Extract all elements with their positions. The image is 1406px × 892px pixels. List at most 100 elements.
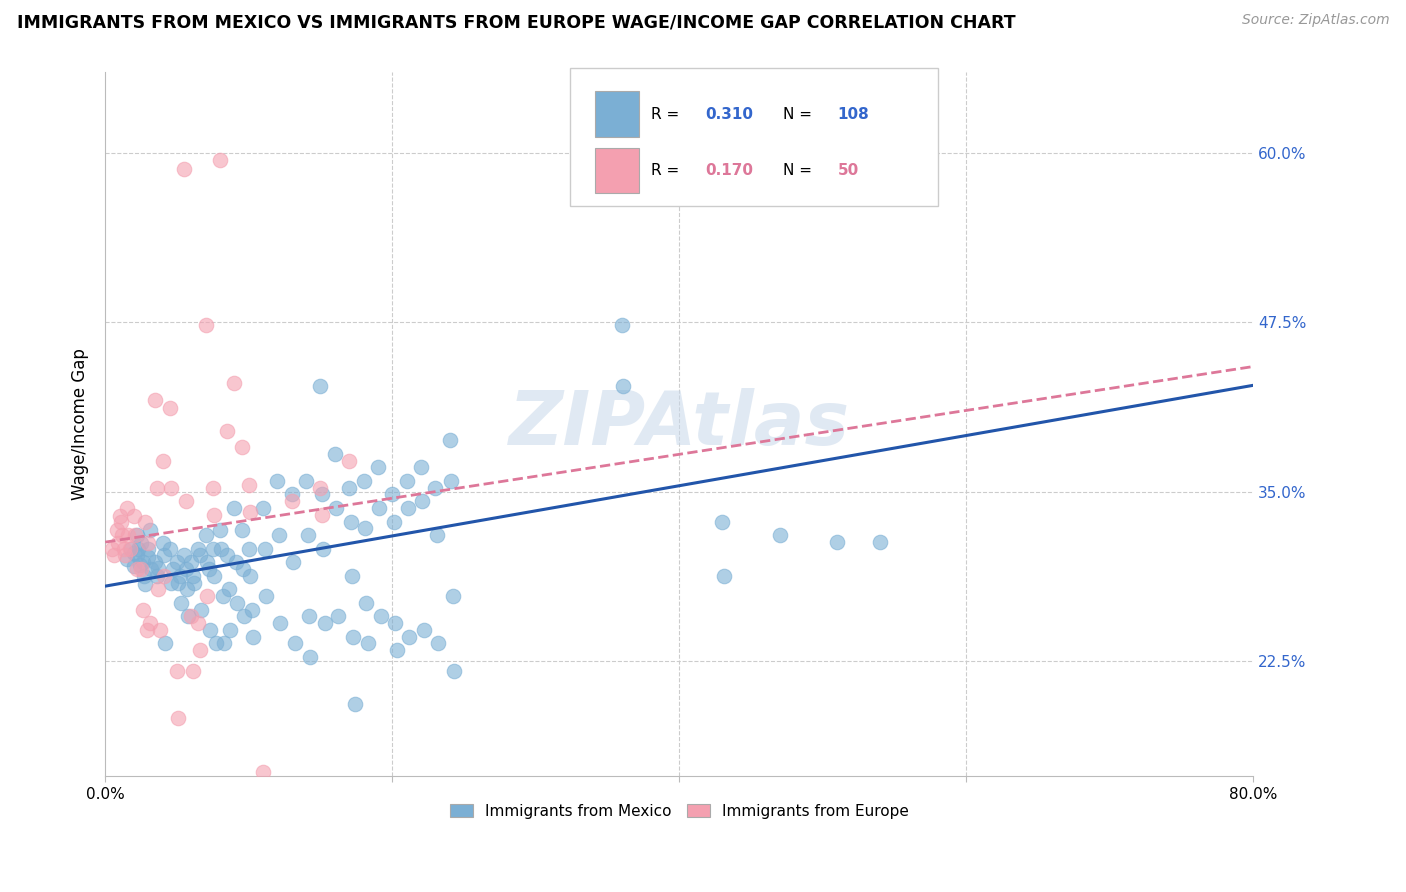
Point [253,541,276,556]
Point [115,501,138,516]
Point [395,474,418,488]
Point [120,541,142,556]
Point [174,562,197,576]
Point [231,440,253,454]
Point [269,616,291,631]
Point [357,636,380,650]
Point [136,536,159,550]
Point [166,664,188,678]
Point [159,541,181,556]
Point [398,630,420,644]
Point [160,575,183,590]
Point [155,636,177,650]
Point [208,153,231,167]
Point [314,616,336,631]
Point [368,501,391,516]
Point [239,568,262,582]
Point [342,630,364,644]
Point [134,577,156,591]
Point [181,664,204,678]
Point [177,609,200,624]
Point [105,523,128,537]
Point [128,558,150,572]
Point [122,509,145,524]
Text: 0.310: 0.310 [706,107,754,121]
Point [101,541,124,556]
Point [187,616,209,631]
Point [226,596,249,610]
Point [107,536,129,550]
Point [254,589,277,603]
Point [208,523,231,537]
Point [582,155,605,169]
Point [340,568,363,582]
Point [231,523,253,537]
Point [153,549,176,563]
Text: 0.170: 0.170 [706,163,754,178]
Bar [595,148,640,194]
Point [583,183,606,197]
Point [202,568,225,582]
Point [440,474,463,488]
Point [136,541,159,556]
Point [180,609,202,624]
Point [134,515,156,529]
Point [170,596,193,610]
Text: R =: R = [651,163,683,178]
Point [195,555,218,569]
Point [114,549,136,563]
Point [202,508,225,522]
Point [153,568,176,582]
Point [198,623,221,637]
Point [176,582,198,597]
Point [194,318,217,333]
Point [166,555,188,569]
Point [112,541,135,556]
Point [283,555,305,569]
Point [204,636,226,650]
Point [129,536,152,550]
Point [384,616,406,631]
Point [311,487,333,501]
Point [145,392,167,407]
Point [139,562,162,576]
Point [174,494,197,508]
Point [239,505,262,519]
Point [309,481,332,495]
Point [266,805,288,820]
Point [201,541,224,556]
Point [132,568,155,582]
Point [412,623,434,637]
Point [146,481,169,495]
Point [337,453,360,467]
Point [267,528,290,542]
Point [217,549,239,563]
Point [124,528,146,542]
Point [122,546,145,560]
Point [281,494,304,508]
Point [298,609,321,624]
Point [149,623,172,637]
Point [160,481,183,495]
Point [146,568,169,582]
Point [187,541,209,556]
Text: 50: 50 [838,163,859,178]
Point [240,602,263,616]
Point [311,508,333,522]
Point [217,424,239,438]
Point [138,523,160,537]
Point [713,568,735,582]
Point [367,460,389,475]
Point [284,636,307,650]
Point [337,481,360,495]
Point [441,589,464,603]
Legend: Immigrants from Mexico, Immigrants from Europe: Immigrants from Mexico, Immigrants from … [444,797,915,825]
Point [188,549,211,563]
Point [218,582,240,597]
Point [118,541,141,556]
Point [125,562,148,576]
Point [825,534,848,549]
Point [190,602,212,616]
Point [111,528,134,542]
Text: R =: R = [651,107,683,121]
